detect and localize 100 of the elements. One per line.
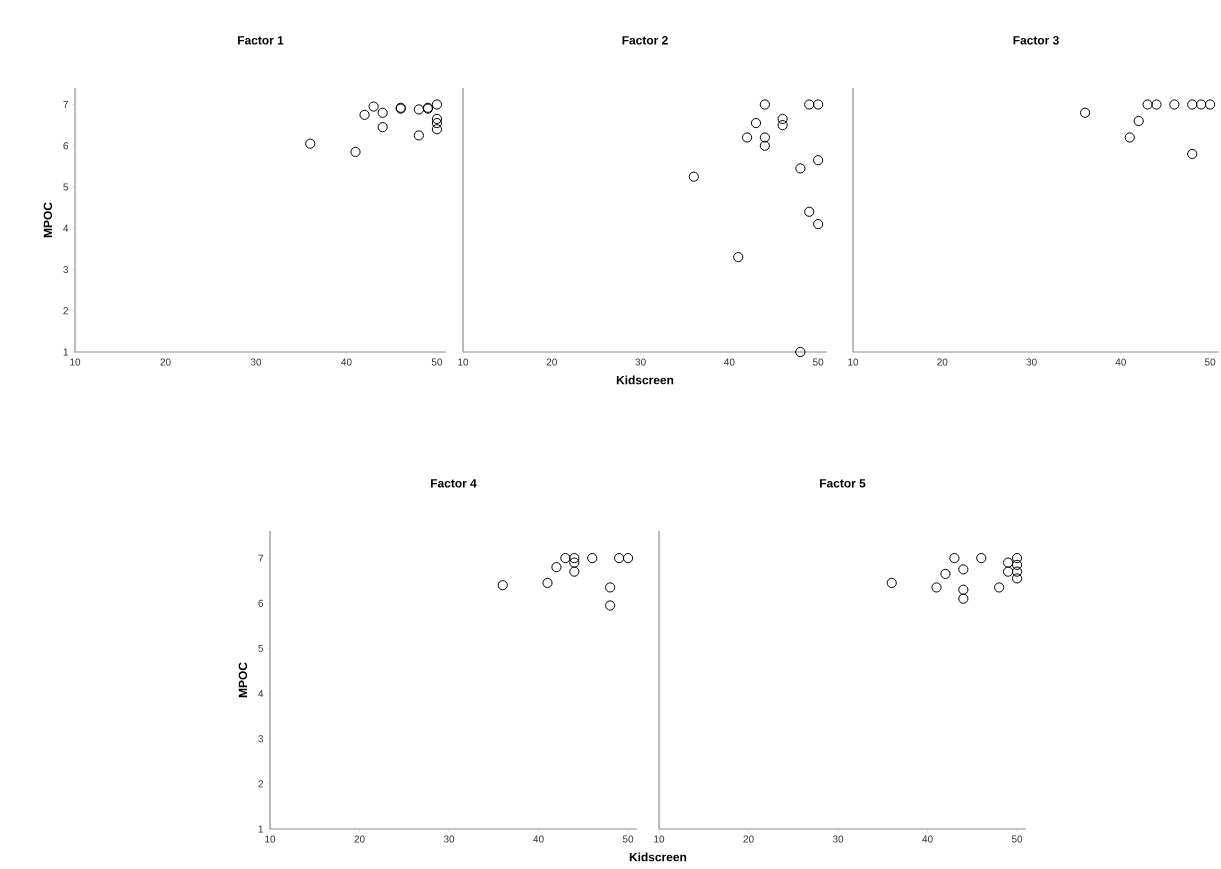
x-tick-label: 50: [1011, 835, 1023, 843]
point: [1169, 99, 1180, 110]
point: [560, 552, 571, 564]
point: [413, 130, 424, 141]
point: [1133, 115, 1144, 127]
point: [958, 584, 969, 595]
x-tick-label: 20: [160, 358, 171, 366]
point: [1187, 148, 1198, 160]
point: [587, 552, 598, 564]
x-tick-label: 10: [654, 835, 665, 843]
point: [949, 552, 960, 564]
y-tick-label: 7: [63, 101, 68, 108]
x-tick-label: 50: [622, 835, 634, 843]
point: [777, 113, 788, 125]
point: [940, 568, 951, 579]
point: [431, 99, 443, 110]
y-axis-title: MPOC: [238, 662, 248, 698]
point: [931, 582, 942, 593]
point: [688, 171, 699, 182]
point: [1011, 559, 1023, 570]
x-tick-label: 40: [341, 358, 352, 366]
point: [742, 132, 753, 143]
x-tick-label: 10: [265, 835, 276, 843]
x-tick-label: 10: [70, 358, 81, 366]
point: [813, 99, 824, 110]
point: [605, 582, 616, 593]
x-tick-label: 30: [832, 835, 844, 843]
x-tick-label: 40: [533, 835, 544, 843]
point: [1124, 132, 1135, 143]
point: [1003, 566, 1014, 577]
point: [759, 140, 770, 151]
point: [777, 120, 788, 131]
point: [413, 104, 424, 115]
y-tick-label: 3: [63, 265, 69, 274]
point: [605, 600, 616, 611]
point: [1151, 99, 1162, 110]
x-tick-label: 40: [1115, 358, 1126, 366]
chart-title: Factor 4: [431, 479, 477, 488]
x-axis-title: Kidscreen: [616, 375, 674, 385]
point: [1003, 557, 1014, 568]
point: [569, 566, 580, 577]
point: [804, 206, 815, 217]
y-tick-label: 1: [258, 825, 263, 833]
x-tick-label: 10: [458, 358, 469, 366]
point: [622, 552, 634, 564]
point: [759, 99, 770, 110]
point: [958, 564, 969, 575]
point: [1011, 573, 1023, 584]
y-tick-label: 3: [258, 735, 264, 743]
y-tick-label: 4: [258, 690, 264, 697]
point: [795, 163, 806, 174]
point: [994, 582, 1005, 593]
point: [377, 107, 388, 118]
y-tick-label: 5: [258, 644, 264, 652]
x-tick-label: 20: [937, 358, 948, 366]
point: [377, 122, 388, 133]
point: [368, 101, 379, 112]
x-tick-label: 30: [1026, 358, 1037, 366]
x-tick-label: 30: [443, 835, 455, 843]
y-tick-label: 2: [258, 780, 263, 788]
x-tick-label: 40: [724, 358, 735, 366]
point: [976, 552, 987, 564]
y-tick-label: 5: [63, 183, 69, 191]
x-tick-label: 30: [635, 358, 646, 366]
point: [569, 552, 580, 564]
x-tick-label: 50: [1204, 358, 1216, 366]
x-tick-label: 30: [250, 358, 262, 366]
point: [569, 557, 580, 568]
y-tick-label: 6: [258, 599, 264, 607]
point: [431, 124, 443, 135]
point: [1011, 552, 1023, 564]
point: [551, 562, 562, 573]
point: [350, 146, 361, 158]
y-tick-label: 6: [63, 142, 69, 150]
chart-title: Factor 5: [820, 479, 866, 488]
point: [804, 99, 815, 110]
chart-title: Factor 2: [622, 36, 668, 45]
point: [431, 117, 443, 129]
point: [813, 219, 824, 230]
point: [1187, 99, 1198, 110]
point: [795, 346, 806, 358]
x-tick-label: 20: [743, 835, 754, 843]
chart-title: Factor 3: [1013, 36, 1059, 45]
point: [886, 577, 897, 589]
x-tick-label: 20: [546, 358, 557, 366]
point: [733, 252, 744, 263]
y-tick-label: 4: [63, 224, 69, 232]
point: [497, 580, 508, 591]
point: [750, 117, 762, 129]
x-axis-title: Kidscreen: [629, 852, 687, 862]
point: [1011, 566, 1023, 577]
chart-title: Factor 1: [238, 36, 284, 45]
point: [359, 109, 370, 120]
point: [759, 132, 770, 143]
point: [614, 552, 625, 564]
point: [1196, 99, 1207, 110]
point: [958, 593, 969, 604]
x-tick-label: 50: [431, 358, 443, 366]
point: [1080, 107, 1091, 118]
x-tick-label: 50: [813, 358, 824, 366]
